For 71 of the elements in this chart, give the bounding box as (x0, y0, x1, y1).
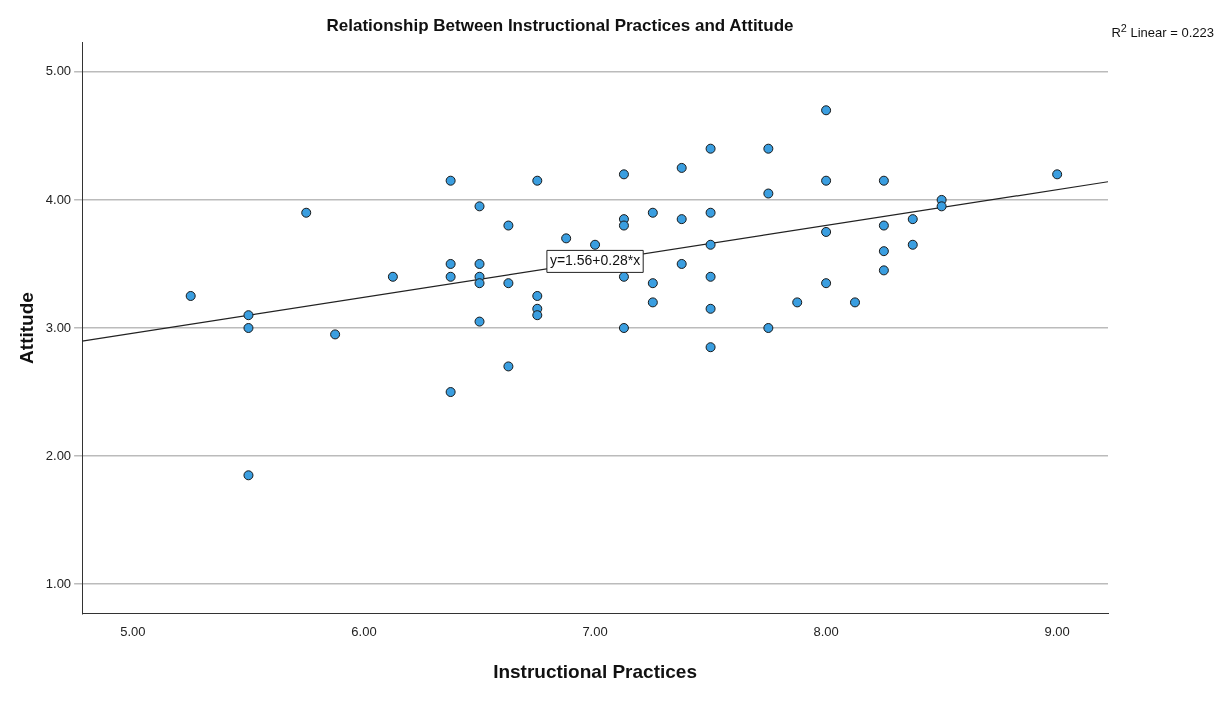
point (618, 271, 629, 282)
y-axis-title: Attitude (15, 292, 37, 364)
annotation: y=1.56+0.28*x (549, 252, 641, 269)
x-tick-label: 9.00 (1044, 623, 1070, 639)
point (705, 342, 716, 353)
y-tick-label: 1.00 (45, 575, 72, 591)
point (647, 207, 658, 218)
point (878, 220, 889, 231)
point (532, 310, 543, 321)
point (445, 387, 456, 398)
point (705, 207, 716, 218)
y-tick-label: 3.00 (45, 319, 72, 335)
point (445, 271, 456, 282)
chart-title: Relationship Between Instructional Practices and Attitude (326, 15, 794, 35)
x-tick-label: 8.00 (813, 623, 839, 639)
point (647, 278, 658, 289)
point (1052, 169, 1063, 180)
point (907, 214, 918, 225)
point (676, 258, 687, 269)
point (792, 297, 803, 308)
point (676, 162, 687, 173)
point (821, 226, 832, 237)
x-axis-title: Instructional Practices (493, 660, 697, 682)
point (503, 361, 514, 372)
point (763, 323, 774, 333)
point (849, 297, 860, 308)
point (676, 214, 687, 225)
y-tick-label: 5.00 (45, 63, 72, 79)
point (936, 201, 947, 212)
point (243, 470, 254, 481)
point (503, 278, 514, 289)
point (503, 220, 514, 231)
point (243, 310, 254, 321)
point (907, 239, 918, 250)
point (705, 143, 716, 154)
point (185, 290, 196, 301)
point (821, 278, 832, 289)
point (445, 258, 456, 269)
point (474, 201, 485, 212)
point (618, 220, 629, 231)
x-tick-label: 6.00 (351, 623, 377, 639)
point (705, 239, 716, 250)
point (243, 323, 254, 333)
point (878, 265, 889, 276)
point (618, 169, 629, 180)
point (301, 207, 312, 218)
point (705, 303, 716, 314)
point (330, 329, 341, 340)
point (647, 297, 658, 308)
point (763, 143, 774, 154)
point (618, 323, 629, 333)
point (763, 188, 774, 199)
point (532, 175, 543, 186)
x-tick-label: 5.00 (120, 623, 146, 639)
point (705, 271, 716, 282)
y-tick-label: 2.00 (45, 447, 72, 463)
point (474, 278, 485, 289)
point (821, 175, 832, 186)
point (532, 290, 543, 301)
text: R$^{2}$ Linear = 0.223 (1111, 22, 1214, 41)
point (878, 246, 889, 257)
point (445, 175, 456, 186)
point (474, 316, 485, 327)
point (821, 105, 832, 116)
point (878, 175, 889, 186)
x-tick-label: 7.00 (582, 623, 608, 639)
point (590, 239, 601, 250)
y-tick-label: 4.00 (45, 191, 72, 207)
point (561, 233, 572, 244)
point (474, 258, 485, 269)
point (387, 271, 398, 282)
